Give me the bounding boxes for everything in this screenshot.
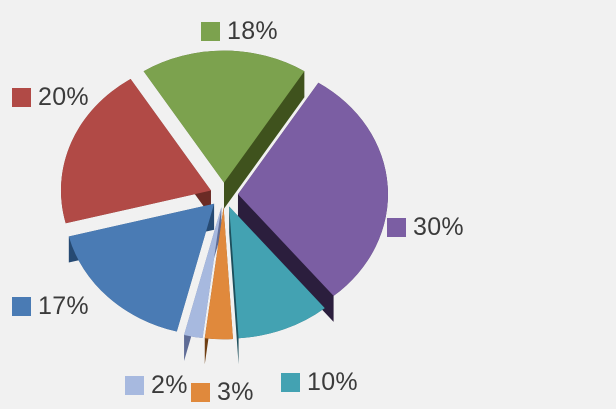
pie-slice-3pct-face	[204, 207, 233, 340]
legend-label-20pct: 20%	[38, 83, 89, 111]
pie-slice-30pct-face	[237, 82, 388, 296]
legend-swatch-2pct	[125, 376, 144, 395]
legend-label-3pct: 3%	[217, 378, 254, 406]
legend-label-10pct: 10%	[307, 368, 358, 396]
pie-slice-10pct-face	[229, 206, 325, 339]
pie-slice-20pct-face	[60, 79, 211, 224]
legend-item-17pct: 17%	[12, 292, 89, 321]
legend-swatch-17pct	[12, 297, 31, 316]
pie-slice-2pct-face	[184, 207, 222, 339]
legend-swatch-30pct	[387, 218, 406, 237]
legend-label-2pct: 2%	[151, 371, 188, 399]
legend-label-30pct: 30%	[413, 213, 464, 241]
legend-label-18pct: 18%	[227, 17, 278, 45]
legend-label-17pct: 17%	[38, 292, 89, 320]
pie-slice-17pct-face	[68, 203, 215, 332]
pie-slice-18pct-face	[143, 50, 305, 183]
legend-swatch-20pct	[12, 88, 31, 107]
legend-swatch-3pct	[191, 383, 210, 402]
legend-item-10pct: 10%	[281, 368, 358, 397]
legend-item-3pct: 3%	[191, 378, 254, 407]
legend-swatch-18pct	[201, 22, 220, 41]
legend-item-2pct: 2%	[125, 371, 188, 400]
legend-item-30pct: 30%	[387, 213, 464, 242]
legend-item-18pct: 18%	[201, 17, 278, 46]
legend-item-20pct: 20%	[12, 83, 89, 112]
legend-swatch-10pct	[281, 373, 300, 392]
